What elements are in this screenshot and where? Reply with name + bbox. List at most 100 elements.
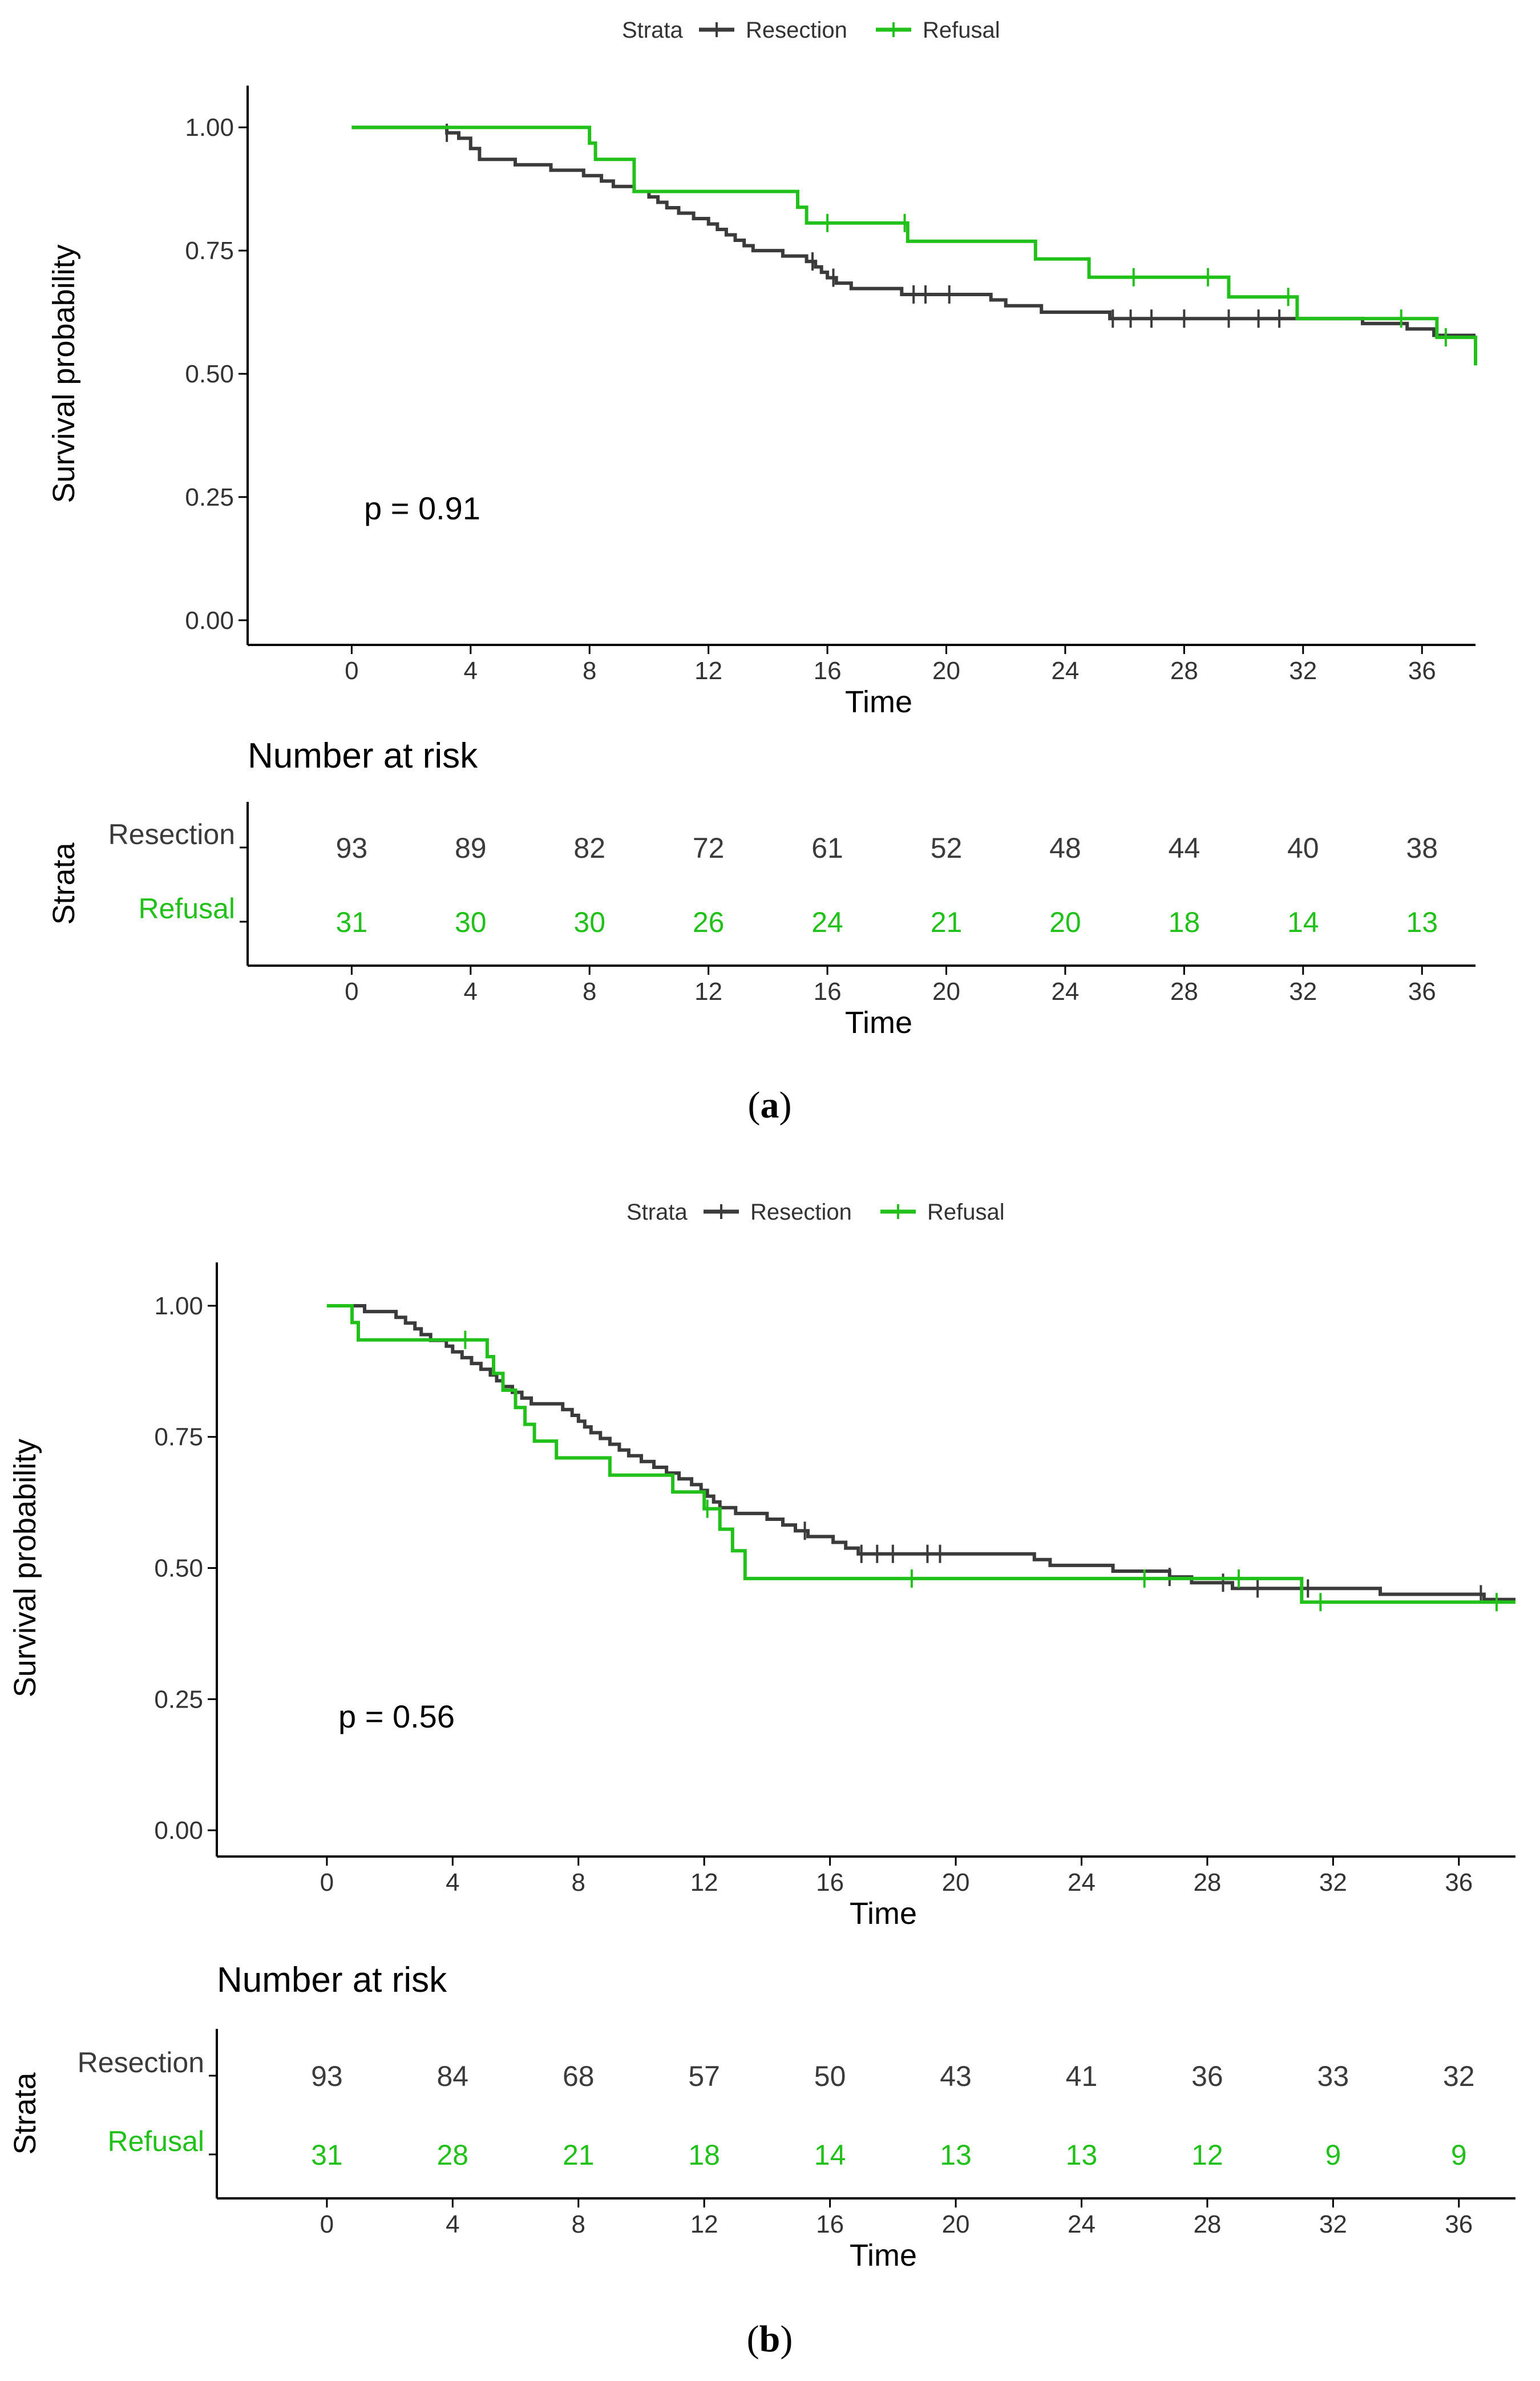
risk-x-tick-label: 20 bbox=[942, 2210, 970, 2238]
risk-x-axis-title: Time bbox=[845, 1006, 912, 1040]
risk-value-refusal: 14 bbox=[814, 2139, 846, 2171]
risk-x-tick-label: 0 bbox=[320, 2210, 334, 2238]
y-axis-title: Survival probability bbox=[47, 244, 81, 503]
survival-curve-resection bbox=[351, 126, 1476, 337]
x-tick-label: 24 bbox=[1051, 657, 1079, 685]
risk-value-refusal: 21 bbox=[931, 906, 963, 938]
risk-value-resection: 38 bbox=[1406, 832, 1438, 864]
x-tick-label: 4 bbox=[464, 657, 478, 685]
x-tick-label: 28 bbox=[1193, 1869, 1221, 1896]
y-tick-label: 0.75 bbox=[154, 1423, 203, 1451]
x-tick-label: 8 bbox=[572, 1869, 585, 1896]
y-tick-label: 1.00 bbox=[185, 114, 234, 142]
risk-value-resection: 48 bbox=[1049, 832, 1081, 864]
risk-x-tick-label: 16 bbox=[814, 978, 842, 1006]
risk-row-label-resection: Resection bbox=[108, 818, 235, 850]
series-refusal bbox=[326, 1304, 1515, 1612]
risk-value-refusal: 18 bbox=[1169, 906, 1201, 938]
risk-value-resection: 40 bbox=[1287, 832, 1319, 864]
survival-axes: 0.00 0.25 0.50 0.75 1.00 0 4 8 12 16 20 24 28 32 36 Tim… bbox=[47, 86, 1476, 719]
risk-row-label-refusal: Refusal bbox=[138, 893, 235, 925]
legend-label-resection: Resection bbox=[746, 18, 847, 43]
panel-b: Strata Resection Refusal 0.00 0.25 0.50 0.75 1.… bbox=[8, 1200, 1515, 2360]
y-tick-label: 0.00 bbox=[185, 607, 234, 635]
risk-x-tick-label: 4 bbox=[464, 978, 478, 1006]
risk-value-resection: 84 bbox=[437, 2060, 469, 2092]
survival-curve-refusal bbox=[351, 126, 1477, 366]
panel-label: (a) bbox=[748, 1084, 792, 1126]
risk-value-refusal: 13 bbox=[940, 2139, 972, 2171]
risk-value-refusal: 12 bbox=[1191, 2139, 1223, 2171]
risk-x-tick-label: 20 bbox=[932, 978, 960, 1006]
risk-value-resection: 61 bbox=[811, 832, 843, 864]
series-resection bbox=[326, 1304, 1515, 1604]
legend-label-refusal: Refusal bbox=[923, 18, 1000, 43]
legend: Strata Resection Refusal bbox=[626, 1200, 1005, 1225]
x-tick-label: 20 bbox=[932, 657, 960, 685]
risk-x-tick-label: 8 bbox=[583, 978, 596, 1006]
risk-y-axis-title: Strata bbox=[47, 842, 81, 925]
risk-value-refusal: 20 bbox=[1049, 906, 1081, 938]
y-tick-label: 0.50 bbox=[154, 1555, 203, 1583]
x-tick-label: 16 bbox=[814, 657, 842, 685]
y-tick-label: 0.00 bbox=[154, 1817, 203, 1845]
series-resection bbox=[351, 123, 1476, 337]
x-axis-title: Time bbox=[845, 685, 912, 719]
risk-x-tick-label: 36 bbox=[1408, 978, 1436, 1006]
p-value: p = 0.91 bbox=[364, 490, 480, 526]
risk-row-label-refusal: Refusal bbox=[107, 2125, 204, 2157]
risk-value-resection: 82 bbox=[573, 832, 605, 864]
y-tick-label: 0.25 bbox=[185, 483, 234, 511]
legend-label-refusal: Refusal bbox=[927, 1200, 1005, 1225]
risk-value-refusal: 9 bbox=[1325, 2139, 1341, 2171]
risk-y-axis-title: Strata bbox=[8, 2072, 42, 2155]
risk-x-tick-label: 4 bbox=[446, 2210, 459, 2238]
risk-value-refusal: 30 bbox=[573, 906, 605, 938]
x-tick-label: 36 bbox=[1408, 657, 1436, 685]
risk-value-refusal: 31 bbox=[311, 2139, 343, 2171]
risk-x-tick-label: 12 bbox=[690, 2210, 718, 2238]
risk-value-resection: 72 bbox=[693, 832, 725, 864]
risk-x-tick-label: 32 bbox=[1319, 2210, 1347, 2238]
risk-table-title: Number at risk bbox=[248, 736, 478, 776]
risk-x-tick-label: 28 bbox=[1193, 2210, 1221, 2238]
risk-value-refusal: 28 bbox=[437, 2139, 469, 2171]
risk-value-resection: 33 bbox=[1317, 2060, 1349, 2092]
survival-axes: 0.00 0.25 0.50 0.75 1.00 0 4 8 12 16 20 24 28 32 36 Tim… bbox=[8, 1262, 1515, 1931]
risk-x-tick-label: 8 bbox=[572, 2210, 585, 2238]
risk-row-label-resection: Resection bbox=[78, 2047, 204, 2079]
risk-x-tick-label: 24 bbox=[1068, 2210, 1096, 2238]
risk-value-refusal: 14 bbox=[1287, 906, 1319, 938]
risk-value-resection: 93 bbox=[311, 2060, 343, 2092]
x-tick-label: 20 bbox=[942, 1869, 970, 1896]
legend-title: Strata bbox=[626, 1200, 688, 1225]
risk-value-resection: 89 bbox=[455, 832, 487, 864]
risk-x-tick-label: 24 bbox=[1051, 978, 1079, 1006]
risk-x-tick-label: 0 bbox=[345, 978, 358, 1006]
risk-value-refusal: 13 bbox=[1066, 2139, 1098, 2171]
risk-x-axis-title: Time bbox=[850, 2238, 917, 2273]
risk-x-tick-label: 36 bbox=[1445, 2210, 1473, 2238]
x-axis-title: Time bbox=[850, 1896, 917, 1931]
x-tick-label: 36 bbox=[1445, 1869, 1473, 1896]
panel-label: (b) bbox=[747, 2318, 793, 2360]
risk-value-refusal: 31 bbox=[336, 906, 368, 938]
y-tick-label: 0.75 bbox=[185, 237, 234, 265]
x-tick-label: 12 bbox=[690, 1869, 718, 1896]
risk-value-resection: 36 bbox=[1191, 2060, 1223, 2092]
risk-value-resection: 41 bbox=[1066, 2060, 1098, 2092]
x-tick-label: 24 bbox=[1068, 1869, 1096, 1896]
risk-value-resection: 32 bbox=[1443, 2060, 1475, 2092]
series-refusal bbox=[351, 126, 1477, 366]
risk-x-tick-label: 16 bbox=[816, 2210, 844, 2238]
risk-table-title: Number at risk bbox=[217, 1960, 447, 2000]
panel-a: Strata Resection Refusal 0.00 0.25 0.50 0.75 1.… bbox=[47, 18, 1477, 1126]
x-tick-label: 28 bbox=[1170, 657, 1198, 685]
y-tick-label: 0.25 bbox=[154, 1685, 203, 1713]
risk-value-refusal: 24 bbox=[811, 906, 843, 938]
risk-value-refusal: 9 bbox=[1451, 2139, 1467, 2171]
risk-value-resection: 93 bbox=[336, 832, 368, 864]
risk-x-tick-label: 28 bbox=[1170, 978, 1198, 1006]
